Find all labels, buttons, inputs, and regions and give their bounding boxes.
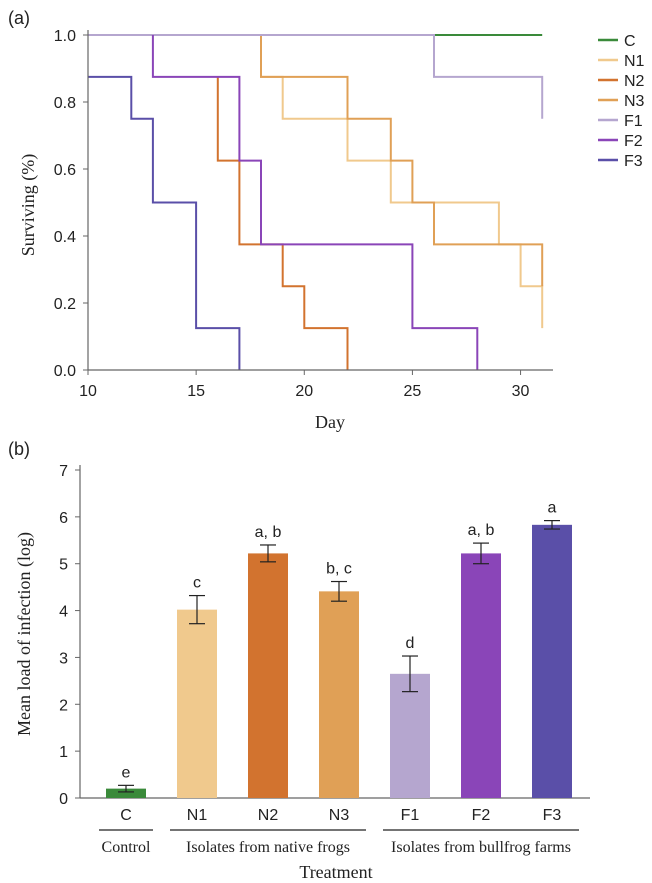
legend-label-n3: N3	[624, 93, 645, 110]
survival-line-n3	[260, 35, 544, 287]
survival-x-tick-label: 30	[512, 383, 530, 400]
survival-y-tick-label: 0.4	[54, 229, 76, 246]
infection-x-tick-label: N1	[187, 807, 208, 824]
infection-y-tick-label: 7	[59, 463, 68, 480]
survival-x-tick-label: 15	[187, 383, 205, 400]
infection-x-tick-label: N3	[329, 807, 350, 824]
infection-y-tick-label: 4	[59, 604, 68, 621]
infection-y-tick-label: 2	[59, 697, 68, 714]
infection-x-axis-label: Treatment	[299, 862, 372, 882]
survival-chart: 0.0 0.2 0.4 0.6 0.8 1.0 10 15 20 25 30 Day Survivi…	[18, 28, 645, 432]
legend-label-n1: N1	[624, 53, 645, 70]
legend-label-f1: F1	[624, 113, 643, 130]
group-label: Isolates from native frogs	[186, 839, 350, 856]
bar-f3	[532, 524, 572, 798]
infection-y-tick-label: 5	[59, 557, 68, 574]
panel-a-label: (a)	[8, 8, 30, 28]
survival-y-axis-label: Surviving (%)	[18, 154, 39, 257]
survival-x-tick-label: 10	[79, 383, 97, 400]
infection-x-tick-label: C	[120, 807, 132, 824]
significance-label-n1: c	[193, 575, 201, 592]
infection-y-tick-label: 1	[59, 744, 68, 761]
survival-line-n2	[216, 76, 349, 370]
survival-x-tick-label: 25	[404, 383, 422, 400]
survival-y-tick-label: 1.0	[54, 28, 76, 45]
significance-label-c: e	[122, 764, 131, 781]
legend-label-f3: F3	[624, 153, 643, 170]
bar-f1	[390, 673, 430, 798]
infection-y-tick-label: 3	[59, 650, 68, 667]
bar-n3	[319, 591, 359, 798]
infection-load-chart: 0 1 2 3 4 5 6 7 e Cc N1 a, b N2 b, c N3 d F1 a, b F2 a F3 C…	[14, 463, 590, 882]
survival-legend: C N1 N2 N3 F1 F2 F3	[598, 33, 645, 170]
panel-b-label: (b)	[8, 439, 30, 459]
infection-y-axis-label: Mean load of infection (log)	[14, 532, 35, 736]
significance-label-f2: a, b	[468, 522, 495, 539]
survival-x-axis-label: Day	[315, 412, 345, 432]
significance-label-n2: a, b	[255, 524, 282, 541]
significance-label-f1: d	[406, 635, 415, 652]
legend-label-c: C	[624, 33, 636, 50]
infection-x-tick-label: N2	[258, 807, 279, 824]
survival-line-f1	[88, 34, 544, 119]
infection-x-tick-label: F1	[401, 807, 420, 824]
legend-label-n2: N2	[624, 73, 645, 90]
legend-label-f2: F2	[624, 133, 643, 150]
survival-y-tick-label: 0.0	[54, 363, 76, 380]
infection-x-tick-label: F2	[472, 807, 491, 824]
infection-y-tick-label: 6	[59, 510, 68, 527]
survival-y-tick-label: 0.8	[54, 95, 76, 112]
bar-n2	[248, 553, 288, 798]
bar-c	[106, 788, 146, 798]
survival-y-tick-label: 0.2	[54, 296, 76, 313]
group-label: Control	[102, 839, 151, 856]
significance-label-f3: a	[548, 500, 557, 517]
survival-line-f2	[151, 35, 479, 370]
survival-line-n1	[260, 35, 544, 329]
infection-y-tick-label: 0	[59, 791, 68, 808]
group-label: Isolates from bullfrog farms	[391, 839, 571, 856]
bar-f2	[461, 553, 501, 798]
bar-n1	[177, 609, 217, 798]
survival-line-f3	[88, 75, 241, 370]
infection-x-tick-label: F3	[543, 807, 562, 824]
survival-y-tick-label: 0.6	[54, 162, 76, 179]
significance-label-n3: b, c	[326, 561, 352, 578]
survival-x-tick-label: 20	[295, 383, 313, 400]
